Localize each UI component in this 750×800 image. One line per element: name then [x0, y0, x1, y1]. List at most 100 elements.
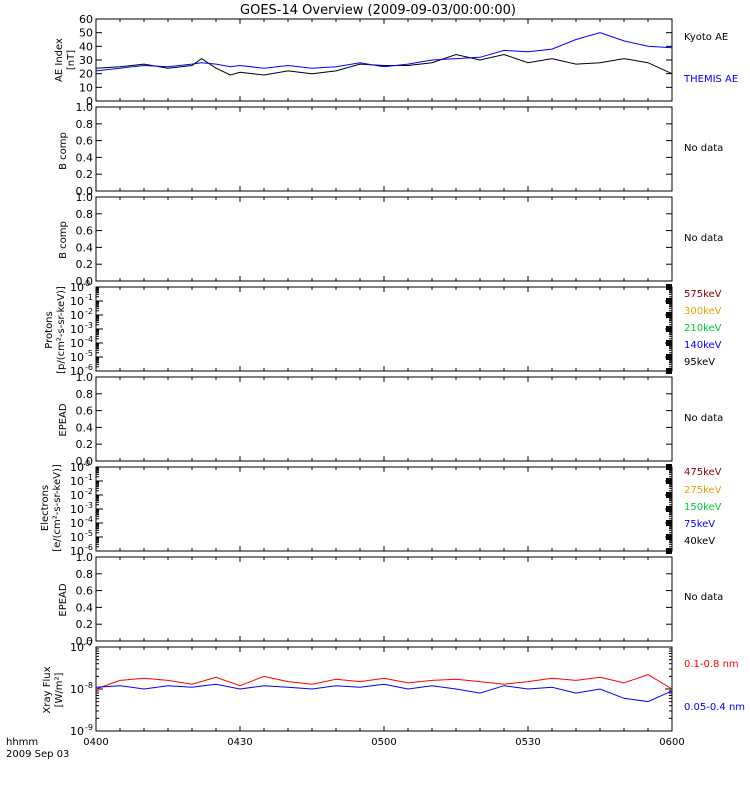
electrons-right-band: [666, 464, 672, 470]
bcomp1-ytick-label: 0.4: [76, 151, 94, 164]
legend-475kev: 475keV: [684, 467, 722, 478]
protons-ylabel-unit: [p/(cm²-s-sr-keV)]: [56, 286, 67, 374]
protons-ytick-exp: -6: [85, 363, 93, 372]
epead1-ylabel: EPEAD: [58, 403, 69, 437]
protons-right-band: [666, 368, 672, 374]
epead1-no-data: No data: [684, 413, 723, 424]
electrons-right-band: [666, 548, 672, 554]
protons-right-band: [666, 284, 672, 290]
bcomp2-no-data: No data: [684, 233, 723, 244]
ae-ylabel-unit: [nT]: [66, 50, 77, 70]
xray-ytick-exp: -7: [85, 639, 93, 648]
x-tick-labels: 0400 0430 0500 0530 0600: [83, 737, 684, 748]
x-tick-label: 0430: [227, 737, 252, 748]
x-caption-hhmm: hhmm: [6, 737, 38, 748]
x-tick-label: 0530: [515, 737, 540, 748]
bcomp1-ytick-label: 0.6: [76, 135, 94, 148]
epead1-ytick-label: 0.6: [76, 405, 94, 418]
protons-frame: [95, 286, 673, 372]
protons-ylabel: Protons: [44, 311, 55, 348]
ae-ylabel: AE Index: [54, 38, 65, 82]
legend-themis-ae: THEMIS AE: [683, 74, 738, 85]
x-tick-label: 0600: [659, 737, 684, 748]
ae-ytick-label: 60: [79, 13, 93, 26]
xray-ylabel-unit: [W/m²]: [54, 672, 65, 707]
electrons-ytick-exp: -1: [85, 473, 93, 482]
xray-series-0: [95, 674, 673, 690]
protons-ytick-label: 10: [70, 309, 84, 322]
ae-ytick-label: 10: [79, 81, 93, 94]
protons-ytick-label: 10: [70, 281, 84, 294]
electrons-ytick-exp: -6: [85, 543, 93, 552]
bcomp1-ylabel: B comp: [58, 132, 69, 170]
protons-ytick-label: 10: [70, 365, 84, 378]
xray-frame: [95, 646, 673, 732]
epead2-no-data: No data: [684, 592, 723, 603]
legend-xray-long: 0.1-0.8 nm: [684, 659, 739, 670]
legend-40kev: 40keV: [684, 536, 715, 547]
xray-ytick-exp: -8: [85, 681, 93, 690]
electrons-right-band: [666, 520, 672, 526]
legend-275kev: 275keV: [684, 485, 722, 496]
electrons-ytick-label: 10: [70, 545, 84, 558]
bcomp1-ytick-label: 0.2: [76, 168, 94, 181]
protons-ytick-exp: -5: [85, 349, 93, 358]
epead2-frame: [95, 556, 673, 642]
electrons-ytick-label: 10: [70, 489, 84, 502]
ae-ytick-label: 30: [79, 54, 93, 67]
protons-right-band: [666, 312, 672, 318]
legend-210kev: 210keV: [684, 323, 722, 334]
xray-ytick-label: 10: [70, 725, 84, 738]
bcomp2-frame: [95, 196, 673, 282]
electrons-frame: [95, 466, 673, 552]
ae-series-1: [95, 32, 673, 72]
protons-right-band: [666, 340, 672, 346]
x-tick-label: 0500: [371, 737, 396, 748]
protons-ytick-label: 10: [70, 337, 84, 350]
legend-95kev: 95keV: [684, 357, 715, 368]
legend-300kev: 300keV: [684, 306, 722, 317]
electrons-ytick-exp: -4: [85, 515, 93, 524]
protons-right-band: [666, 326, 672, 332]
electrons-ytick-exp: -2: [85, 487, 93, 496]
legend-150kev: 150keV: [684, 502, 722, 513]
ae-frame: [95, 18, 673, 102]
bcomp2-ylabel: B comp: [58, 221, 69, 259]
legend-575kev: 575keV: [684, 289, 722, 300]
epead2-ytick-label: 0.0: [76, 635, 94, 648]
x-caption-date: 2009 Sep 03: [6, 749, 69, 760]
bcomp1-ytick-label: 0.0: [76, 185, 94, 198]
protons-ytick-exp: -3: [85, 321, 93, 330]
electrons-legend: 475keV 275keV 150keV 75keV 40keV: [684, 467, 722, 547]
bcomp2-ytick-label: 0.6: [76, 225, 94, 238]
electrons-right-band: [666, 534, 672, 540]
protons-ytick-exp: -4: [85, 335, 93, 344]
electrons-ylabel-unit: [e/(cm²-s-sr-keV)]: [52, 464, 63, 552]
protons-right-band: [666, 354, 672, 360]
bcomp1-no-data: No data: [684, 143, 723, 154]
figure-title: GOES-14 Overview (2009-09-03/00:00:00): [240, 3, 516, 18]
ae-ytick-label: 20: [79, 68, 93, 81]
electrons-right-band: [666, 478, 672, 484]
protons-ytick-label: 10: [70, 351, 84, 364]
xray-ytick-exp: -9: [85, 723, 93, 732]
epead2-ytick-label: 0.6: [76, 585, 94, 598]
legend-75kev: 75keV: [684, 519, 715, 530]
xray-ytick-label: 10: [70, 683, 84, 696]
electrons-ytick-exp: -5: [85, 529, 93, 538]
bcomp1-ytick-label: 0.8: [76, 118, 94, 131]
legend-140kev: 140keV: [684, 340, 722, 351]
epead1-ytick-label: 0.2: [76, 438, 94, 451]
legend-kyoto-ae: Kyoto AE: [684, 32, 728, 43]
epead1-ytick-label: 0.4: [76, 421, 94, 434]
protons-ytick-label: 10: [70, 295, 84, 308]
ae-ytick-label: 40: [79, 40, 93, 53]
electrons-ytick-label: 10: [70, 517, 84, 530]
electrons-ytick-label: 10: [70, 503, 84, 516]
bcomp1-ytick-label: 1.0: [76, 101, 94, 114]
electrons-ytick-exp: 0: [85, 459, 90, 468]
protons-ytick-exp: -2: [85, 307, 93, 316]
electrons-ytick-label: 10: [70, 461, 84, 474]
electrons-right-band: [666, 506, 672, 512]
bcomp2-ytick-label: 1.0: [76, 191, 94, 204]
